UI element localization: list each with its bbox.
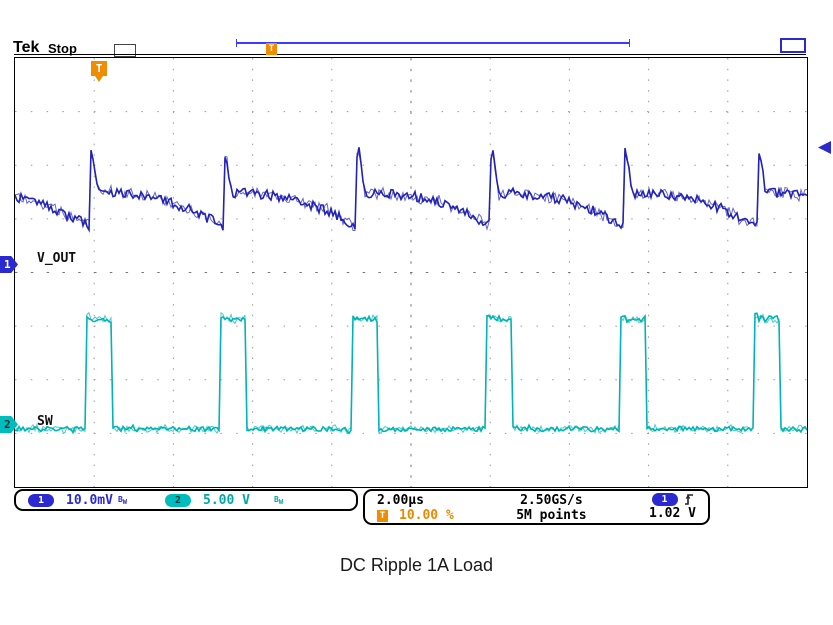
trigger-level-arrow: [818, 141, 831, 154]
scope-display: T V_OUT SW: [14, 57, 808, 488]
timebase-column: 2.00µs T 10.00 %: [377, 493, 454, 523]
ch2-scale-readout: 5.00 V: [203, 492, 250, 508]
channel-readout-box: 1 10.0mV BW 2 5.00 V BW: [14, 489, 358, 511]
trigger-position-readout: T 10.00 %: [377, 508, 454, 523]
ch1-label: V_OUT: [37, 251, 77, 266]
sampling-column: 2.50GS/s 5M points: [516, 493, 587, 523]
top-right-indicator: [780, 38, 806, 53]
trigger-column: 1 1.02 V: [649, 493, 696, 521]
ch2-bandwidth-limit-icon: BW: [273, 494, 284, 506]
trigger-t-icon: T: [377, 509, 388, 522]
record-length-readout: 5M points: [516, 508, 587, 523]
record-bar-right-tick: [629, 39, 630, 47]
ch2-label: SW: [37, 414, 53, 429]
graticule-grid: [15, 58, 807, 487]
ch1-position-marker: 1: [0, 256, 18, 273]
record-bar-left-tick: [236, 39, 237, 47]
record-view-bar: [236, 39, 630, 47]
caption: DC Ripple 1A Load: [339, 555, 494, 575]
ch2-badge: 2: [165, 493, 192, 507]
acquisition-readout-box: 2.00µs T 10.00 % 2.50GS/s 5M points 1 1.…: [363, 489, 710, 525]
ch1-scale-readout: 10.0mV: [66, 492, 113, 508]
tek-logo: Tek: [13, 39, 40, 56]
menu-button: [114, 44, 136, 57]
record-trigger-marker: T: [266, 43, 277, 55]
trigger-position-flag: T: [91, 61, 107, 82]
trigger-source-badge: 1: [651, 493, 678, 506]
ch2-position-marker: 2: [0, 416, 18, 433]
ch2-marker-number: 2: [4, 418, 11, 431]
header-divider: [14, 54, 806, 55]
sample-rate-readout: 2.50GS/s: [520, 493, 583, 508]
waveform-traces: [15, 147, 807, 435]
ch1-badge: 1: [28, 493, 54, 507]
ch1-marker-number: 1: [4, 258, 11, 271]
trigger-level-readout: 1.02 V: [649, 506, 696, 521]
acquisition-status: Stop: [48, 41, 77, 56]
timebase-readout: 2.00µs: [377, 493, 424, 508]
rising-edge-slope-icon: [684, 494, 693, 505]
ch1-bandwidth-limit-icon: BW: [117, 494, 128, 506]
